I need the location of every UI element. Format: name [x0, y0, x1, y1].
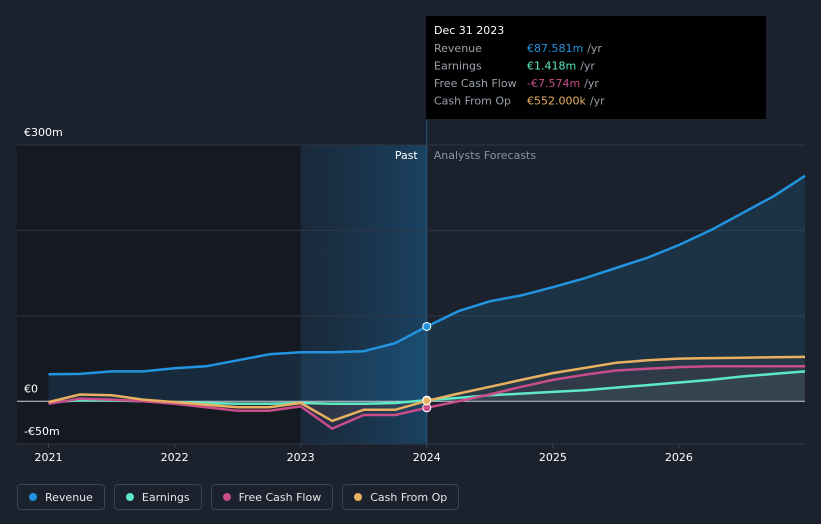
y-tick-label: €0: [24, 382, 38, 395]
legend-item[interactable]: Cash From Op: [342, 484, 460, 510]
series-marker: [422, 396, 432, 406]
y-tick-label: -€50m: [24, 425, 60, 438]
x-tick-label: 2024: [413, 451, 441, 464]
legend-item[interactable]: Earnings: [113, 484, 202, 510]
tooltip-label: Earnings: [434, 60, 482, 73]
highlight-region: [300, 145, 427, 444]
legend-label: Earnings: [141, 490, 190, 504]
tooltip-unit: /yr: [584, 77, 599, 90]
tooltip-label: Revenue: [434, 42, 482, 55]
forecast-label: Analysts Forecasts: [434, 149, 537, 162]
legend-swatch: [222, 493, 231, 501]
legend-item[interactable]: Revenue: [17, 484, 105, 510]
tooltip-label: Free Cash Flow: [434, 77, 517, 90]
tooltip-value: €552.000k: [527, 95, 586, 108]
tooltip-unit: /yr: [590, 95, 605, 108]
tooltip-unit: /yr: [580, 60, 595, 73]
past-label: Past: [395, 149, 419, 162]
x-tick-label: 2021: [35, 451, 63, 464]
tooltip-value: €87.581m: [527, 42, 583, 55]
series-marker: [422, 321, 432, 331]
x-tick-label: 2023: [287, 451, 315, 464]
legend-label: Cash From Op: [370, 490, 448, 504]
series-area: [48, 175, 805, 402]
legend-label: Free Cash Flow: [238, 490, 322, 504]
tooltip-title: Dec 31 2023: [434, 24, 504, 37]
x-tick-label: 2022: [161, 451, 189, 464]
series-area: [48, 366, 805, 429]
legend-swatch: [125, 493, 134, 501]
y-tick-label: €300m: [24, 126, 63, 139]
legend: Revenue Earnings Free Cash Flow Cash From O…: [17, 484, 460, 510]
series-area: [48, 371, 805, 404]
legend-swatch: [354, 493, 363, 501]
tooltip-unit: /yr: [587, 42, 602, 55]
legend-item[interactable]: Free Cash Flow: [210, 484, 334, 510]
legend-label: Revenue: [45, 490, 93, 504]
tooltip-value: -€7.574m: [527, 77, 580, 90]
x-tick-label: 2026: [665, 451, 693, 464]
tooltip-value: €1.418m: [527, 60, 576, 73]
tooltip-box: [426, 16, 766, 119]
x-tick-label: 2025: [539, 451, 567, 464]
tooltip-label: Cash From Op: [434, 95, 511, 108]
legend-swatch: [29, 493, 37, 501]
past-region: [17, 145, 301, 444]
